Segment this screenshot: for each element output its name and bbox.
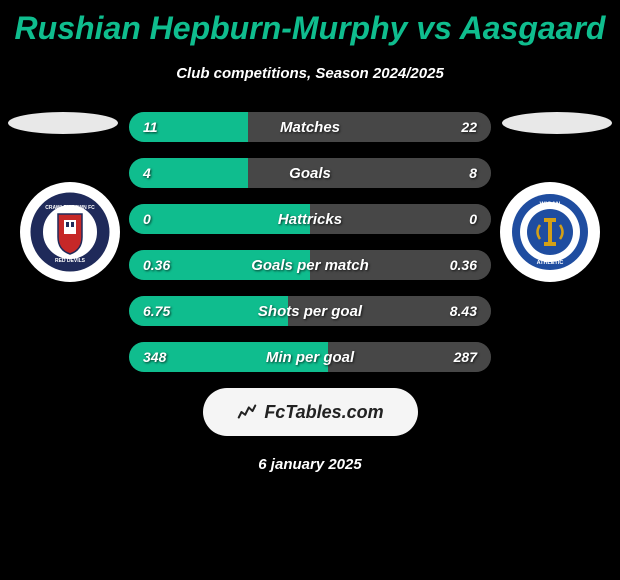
stat-label: Shots per goal (258, 303, 362, 320)
stat-row: 6.75 8.43 Shots per goal (129, 296, 491, 326)
stat-label: Hattricks (278, 211, 342, 228)
svg-text:WIGAN: WIGAN (540, 202, 561, 208)
stat-value-right: 0 (469, 211, 477, 227)
stat-value-left: 11 (143, 119, 158, 135)
stat-value-right: 0.36 (450, 257, 477, 273)
stats-container: 11 22 Matches 4 8 Goals 0 0 Hattricks 0.36 0.36 Goa… (129, 112, 491, 372)
date-text: 6 january 2025 (0, 456, 620, 473)
page-title: Rushian Hepburn-Murphy vs Aasgaard (0, 0, 620, 47)
stat-label: Goals (289, 165, 331, 182)
fctables-logo-icon (236, 401, 258, 423)
crawley-town-crest-icon: CRAWLEY TOWN FC RED DEVILS (20, 182, 120, 282)
comparison-content: CRAWLEY TOWN FC RED DEVILS WIGAN ATHLETI… (0, 112, 620, 473)
stat-value-left: 0.36 (143, 257, 170, 273)
stat-label: Matches (280, 119, 340, 136)
stat-value-left: 6.75 (143, 303, 170, 319)
stat-value-right: 22 (461, 119, 477, 135)
subtitle: Club competitions, Season 2024/2025 (0, 65, 620, 82)
stat-row: 11 22 Matches (129, 112, 491, 142)
right-team-badge: WIGAN ATHLETIC (500, 182, 600, 282)
stat-value-left: 348 (143, 349, 166, 365)
svg-text:CRAWLEY TOWN FC: CRAWLEY TOWN FC (45, 205, 95, 211)
right-ellipse-decor (502, 112, 612, 134)
stat-row: 4 8 Goals (129, 158, 491, 188)
stat-label: Min per goal (266, 349, 354, 366)
footer-brand-link[interactable]: FcTables.com (203, 388, 418, 436)
stat-row: 348 287 Min per goal (129, 342, 491, 372)
left-team-badge: CRAWLEY TOWN FC RED DEVILS (20, 182, 120, 282)
stat-row: 0.36 0.36 Goals per match (129, 250, 491, 280)
stat-value-right: 8.43 (450, 303, 477, 319)
stat-value-right: 8 (469, 165, 477, 181)
stat-value-right: 287 (454, 349, 477, 365)
footer-brand-text: FcTables.com (264, 402, 383, 423)
stat-row: 0 0 Hattricks (129, 204, 491, 234)
left-ellipse-decor (8, 112, 118, 134)
stat-value-left: 0 (143, 211, 151, 227)
stat-value-left: 4 (143, 165, 151, 181)
svg-text:RED DEVILS: RED DEVILS (55, 258, 86, 264)
svg-text:ATHLETIC: ATHLETIC (537, 260, 564, 266)
wigan-athletic-crest-icon: WIGAN ATHLETIC (500, 182, 600, 282)
stat-bar-right (248, 158, 491, 188)
stat-label: Goals per match (251, 257, 369, 274)
